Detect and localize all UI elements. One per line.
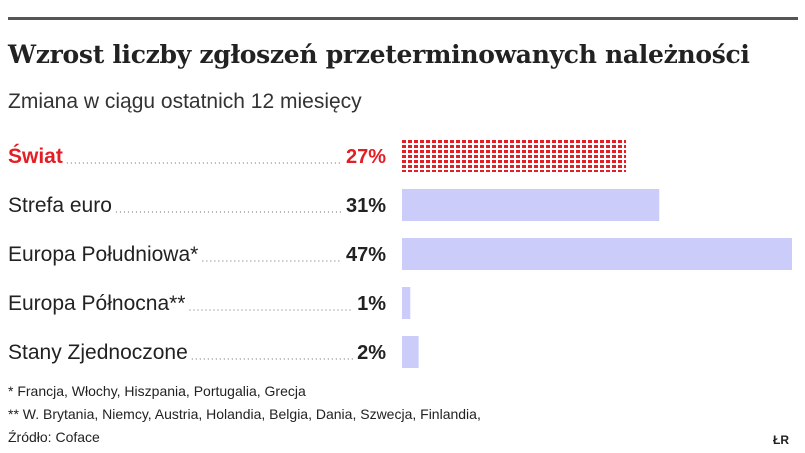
value-label: 31% [346, 195, 386, 217]
bar [402, 336, 419, 368]
category-label: Europa Północna** [8, 292, 185, 315]
category-label: Europa Południowa* [8, 243, 198, 266]
value-label: 47% [346, 244, 386, 266]
value-label: 1% [357, 293, 386, 315]
footnote-northern-europe: ** W. Brytania, Niemcy, Austria, Holandi… [8, 406, 481, 422]
bar-highlight [402, 140, 627, 172]
chart-title: Wzrost liczby zgłoszeń przeterminowanych… [8, 40, 750, 69]
bar [402, 238, 792, 270]
chart-subtitle: Zmiana w ciągu ostatnich 12 miesięcy [8, 90, 362, 113]
footnote-southern-europe: * Francja, Włochy, Hiszpania, Portugalia… [8, 383, 306, 399]
category-label: Strefa euro [8, 194, 112, 217]
bar [402, 189, 660, 221]
value-label: 27% [346, 146, 386, 168]
value-label: 2% [357, 342, 386, 364]
author-credit: ŁR [773, 433, 789, 447]
category-label: Świat [8, 144, 63, 168]
category-label: Stany Zjednoczone [8, 341, 188, 364]
bar [402, 287, 411, 319]
bar-chart: Świat 27% Strefa euro 31% Europa Południowa*… [8, 140, 792, 368]
source-note: Źródło: Coface [8, 429, 100, 445]
top-rule [8, 17, 798, 20]
